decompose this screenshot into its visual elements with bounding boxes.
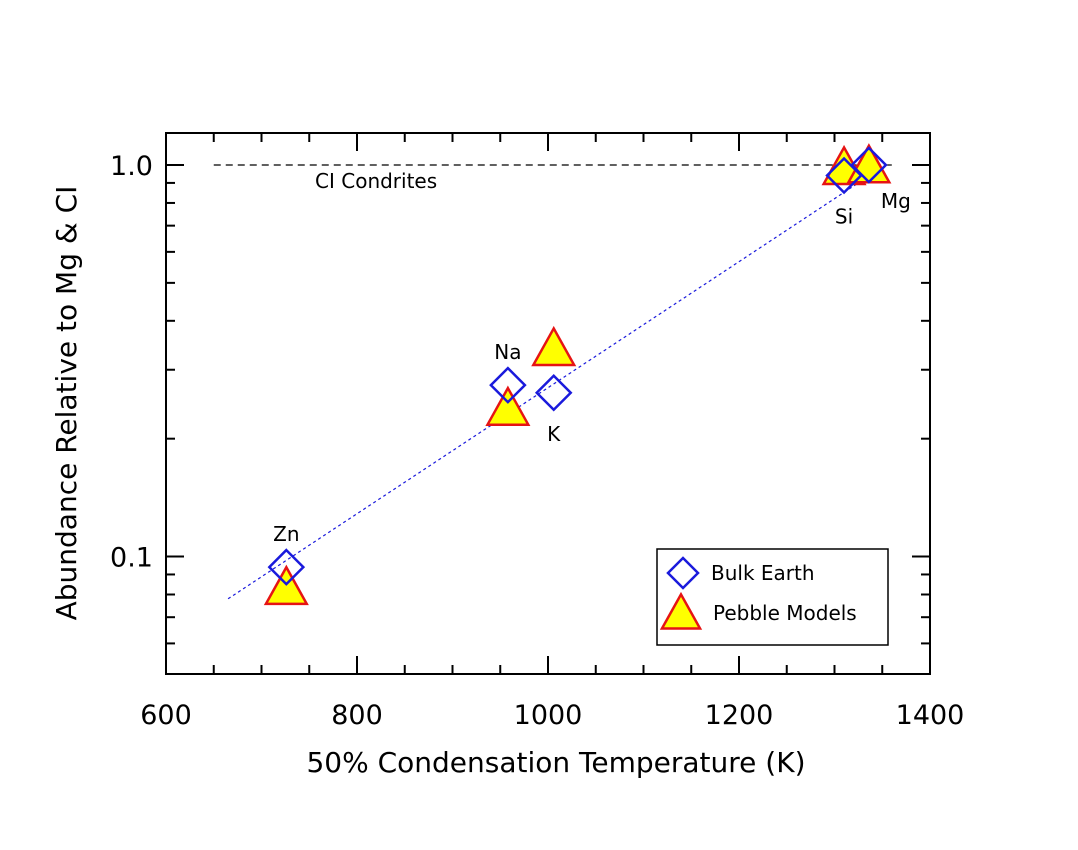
bulk-earth-marker [850,146,888,184]
legend-label-pebble-models: Pebble Models [713,601,857,625]
point-label-zn: Zn [273,522,299,546]
bulk-earth-marker [267,548,306,586]
x-tick-label: 600 [140,700,192,731]
data-markers [263,143,892,606]
legend-diamond-icon [666,556,700,590]
legend: Bulk Earth Pebble Models [656,548,889,646]
x-axis-title: 50% Condensation Temperature (K) [306,746,805,779]
fit-line [227,182,859,600]
point-label-mg: Mg [881,189,911,213]
axis-ticks [165,133,931,674]
bulk-earth-marker [489,366,527,404]
pebble-model-marker [531,325,577,367]
x-tick-label: 1400 [896,700,965,731]
y-tick-label: 1.0 [110,151,153,182]
ci-reference-label: CI Condrites [315,169,437,193]
axis-tick-labels: 600 800 1000 1200 1400 0.1 1.0 [110,151,964,731]
y-axis-title: Abundance Relative to Mg & CI [50,186,83,621]
x-tick-label: 800 [331,700,383,731]
y-tick-label: 0.1 [110,543,153,574]
point-labels: Zn Na K Si Mg [273,189,911,546]
pebble-model-marker [485,385,531,426]
point-label-na: Na [494,340,521,364]
point-label-si: Si [835,205,853,229]
x-tick-label: 1000 [514,700,583,731]
legend-triangle-icon [659,591,703,630]
x-tick-label: 1200 [705,700,774,731]
point-label-k: K [547,422,561,446]
legend-label-bulk-earth: Bulk Earth [711,561,815,585]
bulk-earth-marker [534,373,573,412]
